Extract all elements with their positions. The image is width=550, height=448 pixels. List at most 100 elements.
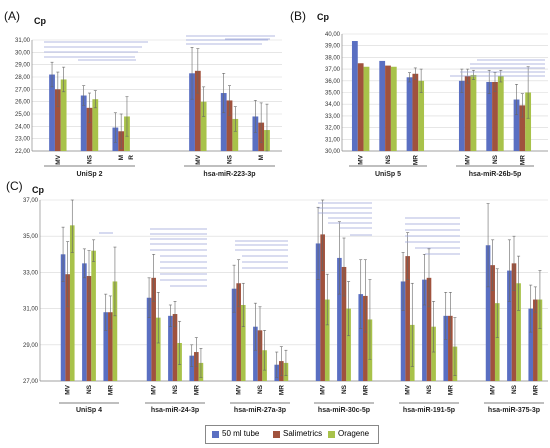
- bar-oragene: [537, 299, 543, 381]
- bar-tube: [82, 263, 87, 381]
- bar-oragene: [516, 283, 521, 381]
- group-label: UniSp 5: [375, 171, 401, 178]
- bar-oragene: [525, 92, 532, 151]
- y-tick-label: 40,00: [325, 32, 341, 38]
- y-tick-label: 24,00: [15, 124, 31, 130]
- y-tick-label: 36,00: [325, 79, 341, 85]
- bar-salimetrics: [151, 277, 156, 381]
- bar-salimetrics: [405, 256, 410, 381]
- category-label: MR: [362, 385, 369, 395]
- group-label: hsa-miR-30c-5p: [318, 407, 370, 414]
- group-label: hsa-miR-375-3p: [488, 407, 540, 414]
- category-label: MV: [55, 154, 62, 164]
- category-label: NS: [227, 154, 234, 164]
- legend: 50 ml tube Salimetrics Oragene: [205, 425, 379, 444]
- bar-oragene: [431, 326, 436, 381]
- group-label: UniSp 2: [76, 171, 102, 178]
- category-label: MV: [358, 154, 365, 164]
- group-label: hsa-miR-24-3p: [151, 407, 199, 414]
- bar-oragene: [91, 250, 96, 381]
- category-label: NS: [257, 384, 264, 394]
- bar-salimetrics: [86, 276, 92, 381]
- bar-oragene: [324, 299, 330, 381]
- bar-tube: [146, 297, 152, 381]
- bar-salimetrics: [533, 299, 538, 381]
- panel-label: (B): [290, 9, 306, 23]
- y-tick-label: 37,00: [23, 198, 39, 204]
- group-label: hsa-miR-26b-5p: [469, 171, 522, 178]
- category-label: R: [128, 155, 135, 160]
- y-tick-label: 29,00: [23, 343, 39, 349]
- bar-salimetrics: [490, 265, 495, 381]
- legend-label-tube: 50 ml tube: [222, 429, 260, 438]
- bar-tube: [220, 93, 227, 151]
- category-label: NS: [385, 154, 392, 164]
- bar-tube: [189, 73, 195, 151]
- bar-salimetrics: [172, 314, 178, 381]
- category-label: MV: [320, 384, 327, 394]
- category-label: NS: [87, 154, 94, 164]
- y-tick-label: 27,00: [15, 87, 31, 93]
- bar-salimetrics: [385, 65, 391, 151]
- y-tick-label: 30,00: [15, 50, 31, 56]
- category-label: MV: [65, 384, 72, 394]
- bar-tube: [443, 315, 449, 381]
- y-tick-label: 35,00: [23, 234, 39, 240]
- bar-oragene: [200, 101, 207, 151]
- y-tick-label: 37,00: [325, 67, 341, 73]
- bar-tube: [315, 243, 321, 381]
- bar-tube: [458, 80, 465, 151]
- category-label: MR: [107, 385, 114, 395]
- y-tick-label: 31,00: [325, 137, 341, 143]
- bar-oragene: [240, 304, 246, 381]
- bar-tube: [400, 281, 406, 381]
- y-tick-label: 35,00: [325, 91, 341, 97]
- bar-salimetrics: [412, 73, 419, 151]
- category-label: MV: [195, 154, 202, 164]
- bar-tube: [513, 99, 520, 151]
- bar-oragene: [390, 66, 397, 151]
- panel-label: (C): [6, 179, 23, 193]
- y-tick-label: 26,00: [15, 100, 31, 106]
- bar-salimetrics: [86, 107, 93, 151]
- bar-tube: [528, 308, 534, 381]
- legend-swatch-tube: [212, 431, 219, 438]
- group-label: hsa-miR-223-3p: [203, 171, 255, 178]
- y-tick-label: 38,00: [325, 55, 341, 61]
- y-tick-label: 39,00: [325, 44, 341, 50]
- panel-label: (A): [4, 9, 20, 23]
- bar-salimetrics: [194, 70, 201, 151]
- bar-tube: [80, 95, 87, 151]
- y-tick-label: 33,00: [325, 114, 341, 120]
- bar-salimetrics: [226, 100, 233, 151]
- bar-tube: [60, 254, 66, 381]
- bar-tube: [49, 74, 55, 151]
- bar-tube: [351, 41, 358, 151]
- bar-oragene: [92, 99, 99, 151]
- y-tick-label: 31,00: [23, 307, 39, 313]
- group-label: hsa-miR-191-5p: [403, 407, 455, 414]
- category-label: MV: [236, 384, 243, 394]
- category-label: MR: [193, 385, 200, 395]
- category-label: NS: [86, 384, 93, 394]
- legend-swatch-salimetrics: [273, 431, 280, 438]
- bar-oragene: [494, 303, 500, 381]
- bar-tube: [486, 81, 493, 151]
- bar-tube: [337, 257, 342, 381]
- bar-oragene: [232, 118, 239, 151]
- category-label: MR: [532, 385, 539, 395]
- category-label: NS: [341, 384, 348, 394]
- bar-oragene: [69, 225, 75, 381]
- bar-tube: [379, 60, 386, 151]
- bar-oragene: [363, 66, 370, 151]
- bar-salimetrics: [426, 277, 432, 381]
- y-tick-label: 30,00: [325, 149, 341, 155]
- bar-tube: [406, 77, 413, 151]
- category-label: NS: [172, 384, 179, 394]
- bar-salimetrics: [108, 312, 113, 381]
- bar-salimetrics: [236, 283, 241, 381]
- bar-salimetrics: [492, 81, 498, 151]
- bar-oragene: [112, 281, 118, 381]
- y-tick-label: 33,00: [23, 270, 39, 276]
- legend-label-salimetrics: Salimetrics: [283, 429, 323, 438]
